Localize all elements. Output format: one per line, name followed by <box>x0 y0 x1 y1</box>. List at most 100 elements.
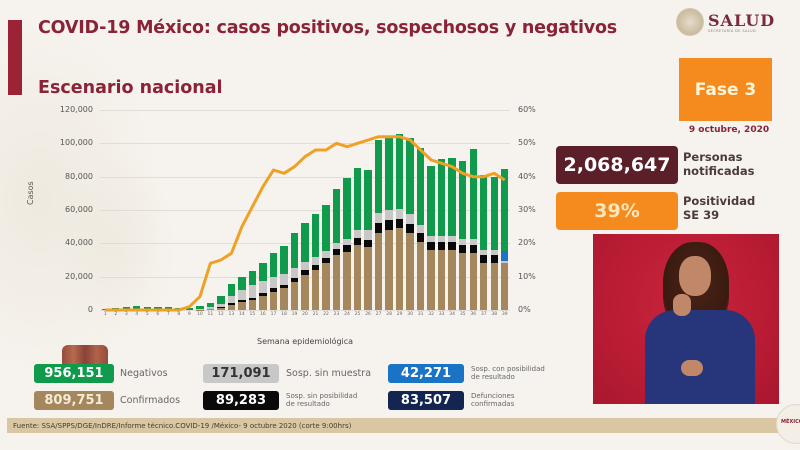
bar-week-37 <box>480 175 488 310</box>
bar-segment <box>196 309 204 310</box>
bar-segment <box>469 149 477 240</box>
notified-persons-value: 2,068,647 <box>556 146 678 184</box>
sin-posibilidad-label-line1: Sosp. sin posibilidad <box>286 392 358 400</box>
con-posibilidad-label-line1: Sosp. con posibilidad <box>471 365 545 373</box>
y2-tick-label: 40% <box>518 171 536 181</box>
bar-segment <box>227 303 236 305</box>
bar-segment <box>501 260 509 264</box>
bar-segment <box>238 300 246 303</box>
bar-segment <box>448 241 456 250</box>
bar-week-27 <box>374 140 383 310</box>
bar-week-18 <box>280 245 288 310</box>
bar-segment <box>416 233 425 242</box>
bar-segment <box>248 284 257 298</box>
x-tick-label: 27 <box>375 312 382 317</box>
bar-week-33 <box>437 159 446 310</box>
bar-week-38 <box>490 176 498 310</box>
x-tick-label: 17 <box>270 312 277 317</box>
bar-week-10 <box>196 306 204 310</box>
x-tick-label: 2 <box>114 312 118 317</box>
x-tick-label: 20 <box>302 312 308 317</box>
x-tick-label: 12 <box>218 312 224 317</box>
bar-segment <box>217 307 225 310</box>
bar-segment <box>280 273 288 285</box>
bar-week-13 <box>227 284 236 310</box>
bar-week-19 <box>290 233 299 310</box>
x-tick-label: 10 <box>196 312 203 317</box>
x-tick-label: 23 <box>333 312 340 317</box>
bar-week-29 <box>395 133 404 310</box>
bar-week-35 <box>458 160 467 310</box>
x-tick-label: 11 <box>207 312 214 317</box>
y2-tick-label: 30% <box>518 205 536 214</box>
x-tick-label: 26 <box>365 312 371 317</box>
gridline <box>100 210 510 211</box>
bar-week-28 <box>385 138 393 310</box>
source-footer: Fuente: SSA/SPPS/DGE/InDRE/Informe técni… <box>7 418 779 433</box>
mexico-seal-icon: MÉXICO <box>776 404 800 444</box>
bar-segment <box>427 241 435 250</box>
bar-segment <box>332 248 341 255</box>
bar-segment <box>248 271 257 285</box>
bar-segment <box>248 297 257 300</box>
bar-segment <box>437 235 446 242</box>
bar-week-23 <box>332 189 341 310</box>
bar-segment <box>416 225 425 234</box>
bar-segment <box>227 304 236 310</box>
bar-segment <box>206 309 215 310</box>
bar-segment <box>353 168 362 230</box>
bar-segment <box>269 276 278 289</box>
stacked-bar-chart: Casos Semana epidemiológica 0 0% 20,000 10%… <box>26 105 536 346</box>
bar-segment <box>437 241 446 250</box>
sin-muestra-label: Sosp. sin muestra <box>286 368 372 379</box>
confirmados-label: Confirmados <box>120 395 181 406</box>
section-title: Escenario nacional <box>38 78 223 98</box>
bar-week-24 <box>343 177 351 310</box>
bar-segment <box>259 293 267 296</box>
bar-segment <box>427 236 435 242</box>
negativos-label: Negativos <box>120 368 168 379</box>
gridline <box>100 110 510 111</box>
confirmados-value: 809,751 <box>34 391 114 410</box>
bar-segment <box>374 233 383 310</box>
bar-week-14 <box>238 276 246 310</box>
bar-week-15 <box>248 271 257 310</box>
gridline <box>100 310 510 311</box>
bar-segment <box>248 299 257 310</box>
bar-segment <box>227 295 236 304</box>
bar-week-1 <box>101 308 109 310</box>
bar-segment <box>227 284 236 296</box>
x-tick-label: 36 <box>470 312 477 317</box>
interpreter-hand <box>681 360 703 376</box>
y2-tick-label: 50% <box>518 138 536 148</box>
x-tick-label: 15 <box>249 312 256 317</box>
bar-segment <box>458 160 467 240</box>
bar-segment <box>374 223 383 234</box>
x-tick-label: 32 <box>428 312 434 317</box>
bar-segment <box>490 176 498 250</box>
y2-tick-label: 10% <box>518 271 536 281</box>
interpreter-hand <box>673 294 691 316</box>
bar-segment <box>480 263 488 310</box>
x-tick-label: 13 <box>228 312 235 317</box>
x-tick-label: 1 <box>103 312 107 317</box>
bar-week-21 <box>311 214 320 310</box>
bar-segment <box>448 235 456 242</box>
bar-segment <box>238 276 246 290</box>
bar-segment <box>343 239 351 246</box>
x-tick-label: 14 <box>239 312 245 317</box>
bar-segment <box>458 239 467 245</box>
bar-segment <box>385 138 393 210</box>
bar-segment <box>259 262 267 281</box>
bar-segment <box>406 214 414 225</box>
y2-tick-label: 0% <box>518 305 531 314</box>
x-tick-label: 39 <box>501 312 508 317</box>
bar-segment <box>206 307 215 309</box>
bar-segment <box>322 204 330 252</box>
bar-segment <box>290 268 299 278</box>
bar-segment <box>301 262 309 271</box>
bar-segment <box>311 269 320 310</box>
bar-week-39 <box>501 169 509 310</box>
bar-segment <box>364 239 372 247</box>
x-tick-label: 19 <box>291 312 298 317</box>
